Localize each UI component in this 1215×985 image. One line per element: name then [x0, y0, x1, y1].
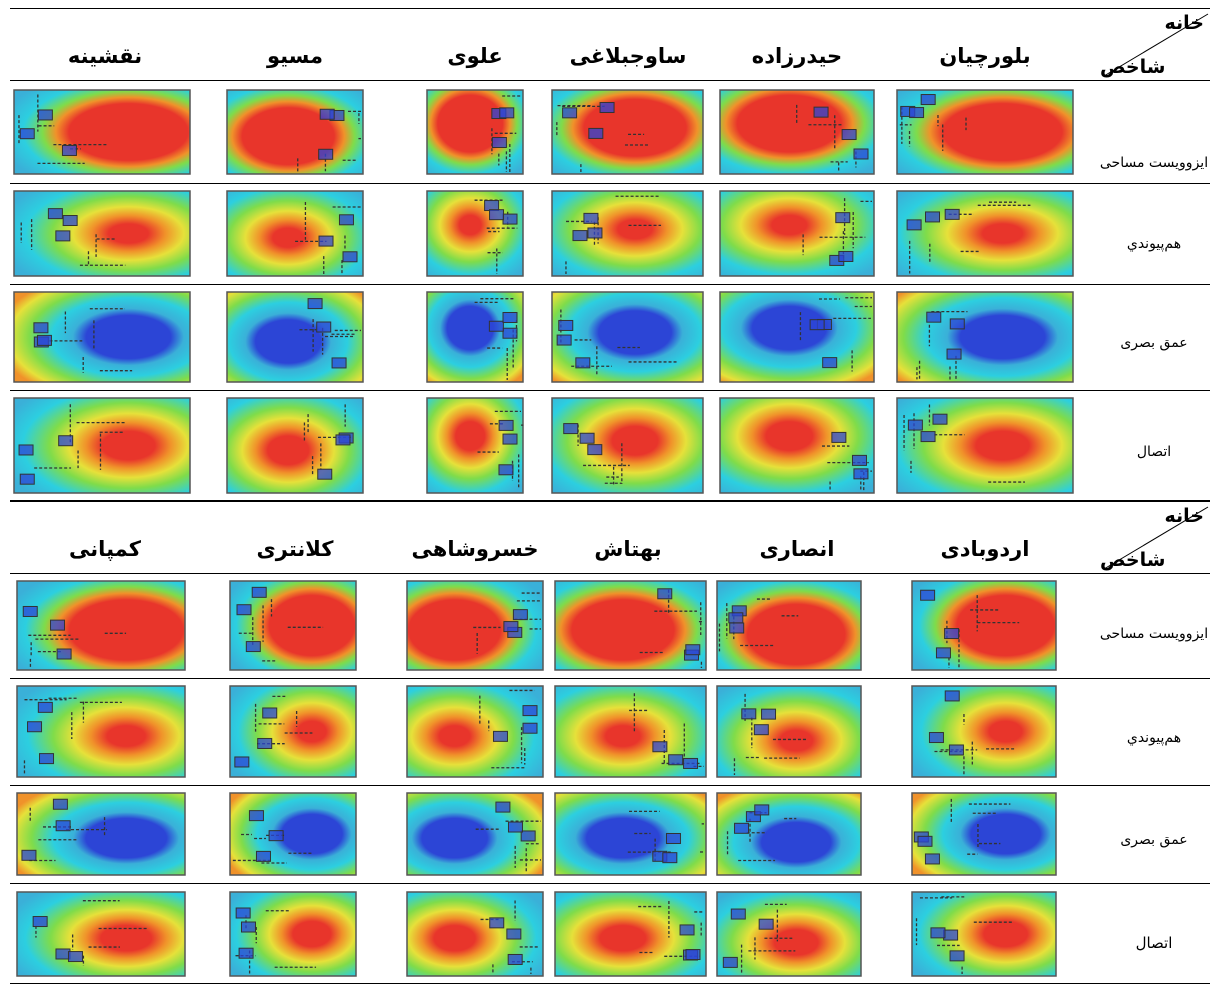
- corner-label-house: خانه: [1165, 12, 1204, 34]
- corner-header: خانه شاخص: [1098, 10, 1210, 80]
- corner-label-measure: شاخص: [1100, 56, 1165, 78]
- house-header: علوی: [405, 44, 545, 68]
- measure-label: ایزوویست مساحی: [1098, 626, 1210, 642]
- heatmap-plan-cell: [718, 187, 876, 280]
- heatmap-plan-cell: [405, 682, 545, 781]
- row-rule: [10, 284, 1210, 285]
- heatmap-plan-cell: [225, 187, 365, 280]
- corner-label-measure: شاخص: [1100, 549, 1165, 571]
- measure-label: عمق بصری: [1098, 335, 1210, 351]
- heatmap-plan-cell: [15, 682, 187, 781]
- measure-label: اتصال: [1098, 444, 1210, 460]
- corner-header: خانه شاخص: [1098, 503, 1210, 573]
- heatmap-plan-cell: [718, 288, 876, 386]
- heatmap-plan-cell: [553, 888, 708, 980]
- house-header: انصاری: [712, 537, 882, 561]
- heatmap-plan-cell: [12, 394, 192, 497]
- row-rule: [10, 183, 1210, 184]
- heatmap-plan-cell: [718, 86, 876, 178]
- heatmap-plan-cell: [228, 789, 358, 879]
- heatmap-plan-cell: [550, 394, 705, 497]
- house-header: بلورچیان: [895, 44, 1075, 68]
- header-rule-2: [10, 573, 1210, 574]
- heatmap-plan-cell: [715, 789, 863, 879]
- row-rule: [10, 678, 1210, 679]
- heatmap-plan-cell: [553, 577, 708, 674]
- row-rule: [10, 785, 1210, 786]
- measure-label: ایزوویست مساحی: [1098, 155, 1210, 171]
- heatmap-plan-cell: [425, 86, 525, 178]
- measure-label: هم‌پیوندي: [1098, 236, 1210, 252]
- heatmap-plan-cell: [405, 888, 545, 980]
- house-header: کلانتری: [215, 537, 375, 561]
- heatmap-plan-cell: [895, 394, 1075, 497]
- house-header: مسیو: [215, 44, 375, 68]
- heatmap-plan-cell: [715, 682, 863, 781]
- house-header: اردوبادی: [895, 537, 1075, 561]
- table-top-rule: [10, 8, 1210, 9]
- house-header: نقشینه: [10, 44, 200, 68]
- heatmap-plan-cell: [425, 187, 525, 280]
- heatmap-plan-cell: [12, 187, 192, 280]
- header-rule-1: [10, 80, 1210, 81]
- heatmap-plan-cell: [15, 577, 187, 674]
- heatmap-plan-cell: [910, 789, 1058, 879]
- heatmap-plan-cell: [550, 187, 705, 280]
- heatmap-plan-cell: [910, 888, 1058, 980]
- heatmap-plan-cell: [225, 394, 365, 497]
- house-header: ساوجبلاغی: [548, 44, 708, 68]
- heatmap-plan-cell: [550, 288, 705, 386]
- measure-label: هم‌پیوندي: [1098, 730, 1210, 746]
- heatmap-plan-cell: [405, 577, 545, 674]
- row-rule: [10, 390, 1210, 391]
- measure-label: عمق بصری: [1098, 832, 1210, 848]
- heatmap-plan-cell: [895, 86, 1075, 178]
- table-bottom-rule: [10, 983, 1210, 984]
- heatmap-plan-cell: [718, 394, 876, 497]
- heatmap-plan-cell: [228, 888, 358, 980]
- row-rule: [10, 883, 1210, 884]
- heatmap-plan-cell: [910, 682, 1058, 781]
- heatmap-plan-cell: [425, 394, 525, 497]
- heatmap-plan-cell: [425, 288, 525, 386]
- heatmap-plan-cell: [228, 577, 358, 674]
- house-header: حیدرزاده: [712, 44, 882, 68]
- heatmap-plan-cell: [228, 682, 358, 781]
- heatmap-plan-cell: [12, 288, 192, 386]
- heatmap-plan-cell: [15, 789, 187, 879]
- measure-label: اتصال: [1098, 934, 1210, 952]
- heatmap-plan-cell: [225, 86, 365, 178]
- heatmap-plan-cell: [550, 86, 705, 178]
- house-header: کمپانی: [10, 537, 200, 561]
- house-header: بهتاش: [548, 537, 708, 561]
- heatmap-plan-cell: [895, 288, 1075, 386]
- heatmap-plan-cell: [12, 86, 192, 178]
- heatmap-plan-cell: [895, 187, 1075, 280]
- heatmap-plan-cell: [15, 888, 187, 980]
- house-header: خسروشاهی: [390, 537, 560, 561]
- heatmap-plan-cell: [405, 789, 545, 879]
- heatmap-plan-cell: [553, 682, 708, 781]
- heatmap-plan-cell: [553, 789, 708, 879]
- heatmap-plan-cell: [715, 888, 863, 980]
- corner-label-house: خانه: [1165, 505, 1204, 527]
- heatmap-plan-cell: [715, 577, 863, 674]
- heatmap-plan-cell: [225, 288, 365, 386]
- heatmap-plan-cell: [910, 577, 1058, 674]
- section-divider-rule: [10, 500, 1210, 502]
